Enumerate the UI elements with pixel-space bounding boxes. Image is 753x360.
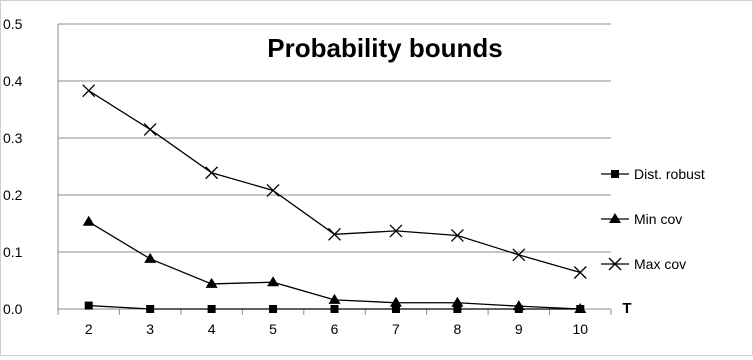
x-tick-label: 9 bbox=[515, 321, 523, 337]
data-point-min-cov bbox=[512, 300, 525, 311]
gridlines bbox=[58, 23, 611, 253]
data-point-min-cov bbox=[267, 276, 280, 287]
legend-item-dist-robust: Dist. robust bbox=[601, 166, 705, 182]
marker-x-stroke bbox=[608, 257, 622, 271]
legend-marker bbox=[608, 257, 622, 271]
data-point-dist-robust bbox=[84, 301, 93, 310]
x-tick-label: 8 bbox=[453, 321, 461, 337]
data-point-max-cov bbox=[82, 84, 96, 98]
legend-label: Max cov bbox=[634, 256, 686, 272]
y-tick-label: 0.2 bbox=[3, 187, 23, 203]
y-tick-label: 0.1 bbox=[3, 244, 23, 260]
data-point-max-cov bbox=[266, 183, 280, 197]
x-axis-label: T bbox=[622, 300, 631, 317]
data-point-min-cov bbox=[389, 296, 402, 307]
marker-x-stroke bbox=[82, 84, 96, 98]
data-point-min-cov bbox=[574, 303, 587, 313]
y-tick-label: 0.0 bbox=[3, 301, 23, 317]
legend-item-min-cov: Min cov bbox=[601, 211, 682, 227]
y-tick-label: 0.4 bbox=[3, 73, 23, 89]
x-tick-label: 10 bbox=[572, 321, 588, 337]
data-point-min-cov bbox=[144, 252, 157, 263]
series-group bbox=[82, 84, 587, 313]
legend-marker bbox=[609, 213, 621, 223]
data-point-min-cov bbox=[205, 277, 218, 288]
axes: 0.0 0.1 0.2 0.3 0.4 0.5 2 3 4 5 6 7 8 9 10 bbox=[3, 16, 612, 337]
y-tick-label: 0.5 bbox=[3, 16, 23, 32]
chart-title: Probability bounds bbox=[267, 33, 502, 63]
x-tick-label: 6 bbox=[331, 321, 339, 337]
marker-x-stroke bbox=[266, 183, 280, 197]
marker-x-stroke bbox=[143, 122, 157, 136]
data-point-dist-robust bbox=[146, 305, 155, 313]
data-point-max-cov bbox=[328, 227, 341, 241]
x-tick-label: 2 bbox=[85, 321, 93, 337]
data-point-dist-robust bbox=[330, 305, 339, 313]
series-max-cov bbox=[82, 84, 587, 279]
data-point-max-cov bbox=[205, 166, 219, 180]
x-tick-label: 3 bbox=[146, 321, 154, 337]
data-point-max-cov bbox=[573, 266, 587, 279]
marker-x-stroke bbox=[512, 248, 526, 262]
legend: Dist. robust Min cov Max cov bbox=[601, 166, 705, 272]
series-min-cov bbox=[82, 215, 587, 313]
marker-x-stroke bbox=[328, 227, 341, 241]
data-point-max-cov bbox=[389, 224, 403, 238]
data-point-dist-robust bbox=[269, 305, 278, 313]
data-point-min-cov bbox=[451, 296, 464, 307]
data-point-dist-robust bbox=[391, 305, 400, 313]
data-point-dist-robust bbox=[453, 305, 462, 313]
data-point-dist-robust bbox=[207, 305, 216, 313]
legend-label: Min cov bbox=[634, 211, 682, 227]
data-point-min-cov bbox=[328, 293, 341, 304]
marker-x-stroke bbox=[573, 266, 587, 279]
x-tick-label: 5 bbox=[269, 321, 277, 337]
marker-x-stroke bbox=[389, 224, 403, 238]
legend-item-max-cov: Max cov bbox=[601, 256, 686, 272]
y-tick-label: 0.3 bbox=[3, 130, 23, 146]
legend-label: Dist. robust bbox=[634, 166, 705, 182]
x-tick-label: 4 bbox=[208, 321, 216, 337]
data-point-max-cov bbox=[143, 122, 157, 136]
series-line-max-cov bbox=[88, 90, 581, 274]
marker-x-stroke bbox=[205, 166, 219, 180]
legend-marker bbox=[611, 170, 619, 178]
data-point-max-cov bbox=[450, 229, 464, 242]
data-point-min-cov bbox=[82, 215, 95, 226]
x-tick-label: 7 bbox=[392, 321, 400, 337]
data-point-max-cov bbox=[512, 248, 526, 262]
marker-x-stroke bbox=[450, 229, 464, 242]
